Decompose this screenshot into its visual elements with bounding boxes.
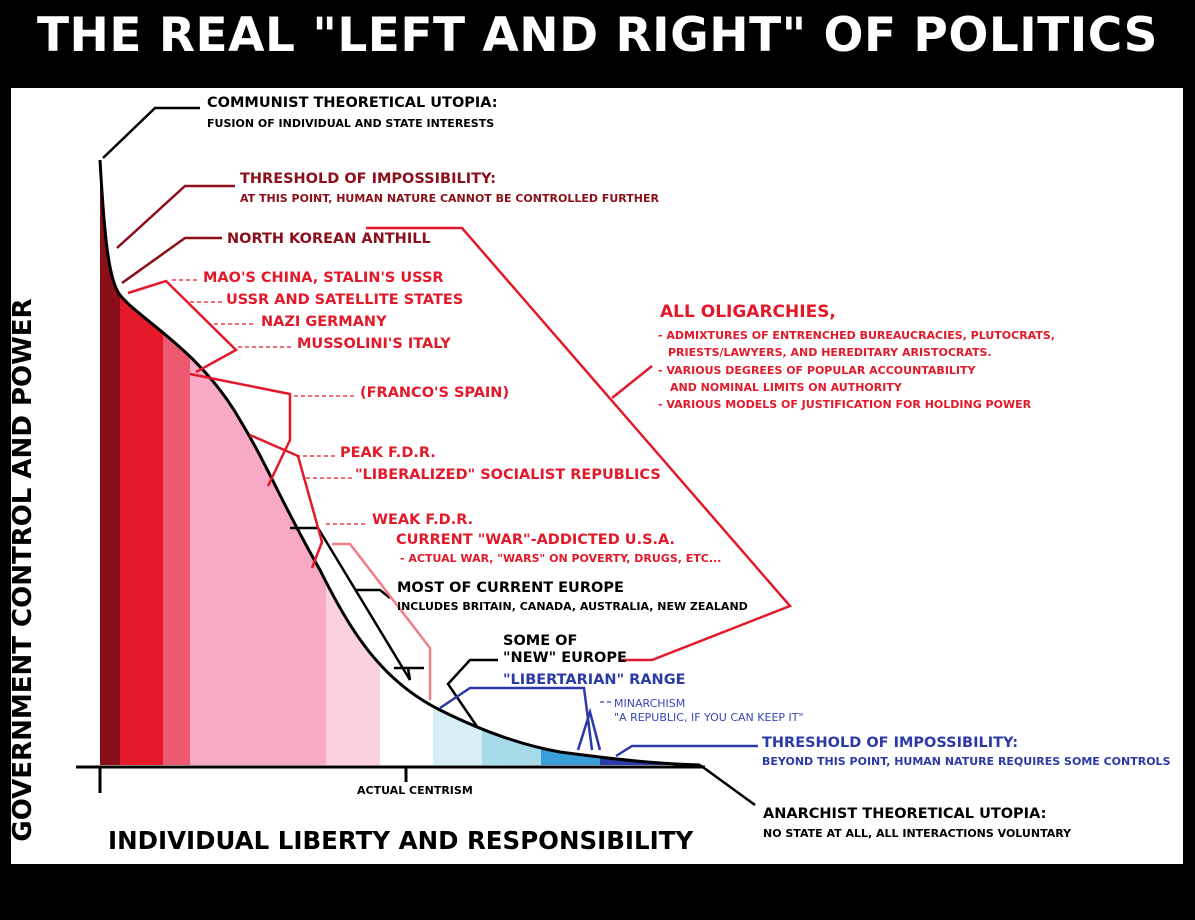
mussolini-label: MUSSOLINI'S ITALY [297,336,451,352]
anarchist-utopia-sublabel: NO STATE AT ALL, ALL INTERACTIONS VOLUNT… [763,827,1072,840]
bracket-war-usa [332,542,432,700]
pointer-threshold-top [116,184,235,249]
leader-lines [172,279,612,703]
bracket-fdr [249,433,324,569]
pointer-threshold-bottom [615,744,758,758]
political-spectrum-curve-diagram [76,106,793,807]
spectrum-curve [98,159,701,767]
bracket-totalitarian [127,279,239,374]
mao-stalin-label: MAO'S CHINA, STALIN'S USSR [203,270,444,286]
war-usa-sublabel: - ACTUAL WAR, "WARS" ON POVERTY, DRUGS, … [400,552,722,565]
minarchism-sublabel: "A REPUBLIC, IF YOU CAN KEEP IT" [614,711,804,724]
new-europe-label-1: SOME OF [503,633,578,649]
anarchist-utopia-label: ANARCHIST THEORETICAL UTOPIA: [763,806,1047,822]
diagram-panel: GOVERNMENT CONTROL AND POWER [8,88,1183,864]
franco-label: (FRANCO'S SPAIN) [360,385,510,401]
minarchism-label: MINARCHISM [614,697,686,710]
pointer-north-korea [121,236,222,285]
nazi-germany-label: NAZI GERMANY [261,314,387,330]
oligarchies-label: ALL OLIGARCHIES, [660,302,836,322]
oligarchies-line-4: AND NOMINAL LIMITS ON AUTHORITY [670,381,902,394]
y-axis-label: GOVERNMENT CONTROL AND POWER [8,298,38,842]
libertarian-range-label: "LIBERTARIAN" RANGE [503,672,686,688]
oligarchies-line-3: - VARIOUS DEGREES OF POPULAR ACCOUNTABIL… [658,364,976,377]
communist-utopia-sublabel: FUSION OF INDIVIDUAL AND STATE INTERESTS [207,117,495,130]
liberalized-label: "LIBERALIZED" SOCIALIST REPUBLICS [355,467,661,483]
pointer-europe-bracket [290,526,412,681]
north-korea-label: NORTH KOREAN ANTHILL [227,231,431,247]
bracket-franco [189,372,292,487]
x-axis-label: INDIVIDUAL LIBERTY AND RESPONSIBILITY [108,826,694,855]
new-europe-label-2: "NEW" EUROPE [503,650,627,666]
oligarchies-line-5: - VARIOUS MODELS OF JUSTIFICATION FOR HO… [658,398,1032,411]
oligarchies-line-1: - ADMIXTURES OF ENTRENCHED BUREAUCRACIES… [658,329,1055,342]
pointer-minarchism [576,707,602,751]
pointer-europe [356,588,391,599]
oligarchies-line-2: PRIESTS/LAWYERS, AND HEREDITARY ARISTOCR… [668,346,992,359]
threshold-bottom-sublabel: BEYOND THIS POINT, HUMAN NATURE REQUIRES… [762,755,1171,768]
pointer-communist [102,106,200,159]
threshold-top-label: THRESHOLD OF IMPOSSIBILITY: [240,171,497,187]
threshold-top-sublabel: AT THIS POINT, HUMAN NATURE CANNOT BE CO… [240,192,659,205]
war-usa-label: CURRENT "WAR"-ADDICTED U.S.A. [396,532,676,548]
europe-label: MOST OF CURRENT EUROPE [397,580,624,596]
pointer-new-europe [446,658,498,729]
threshold-bottom-label: THRESHOLD OF IMPOSSIBILITY: [762,735,1019,751]
europe-sublabel: INCLUDES BRITAIN, CANADA, AUSTRALIA, NEW… [397,600,748,613]
ussr-satellites-label: USSR AND SATELLITE STATES [226,292,464,308]
communist-utopia-label: COMMUNIST THEORETICAL UTOPIA: [207,95,498,111]
diagram-title: THE REAL "LEFT AND RIGHT" OF POLITICS [36,8,1159,63]
bracket-oligarchies [366,226,793,662]
pointer-anarchist [699,763,756,807]
weak-fdr-label: WEAK F.D.R. [372,512,474,528]
actual-centrism-label: ACTUAL CENTRISM [357,784,473,797]
pointer-oligarchies [611,365,653,399]
peak-fdr-label: PEAK F.D.R. [340,445,436,461]
